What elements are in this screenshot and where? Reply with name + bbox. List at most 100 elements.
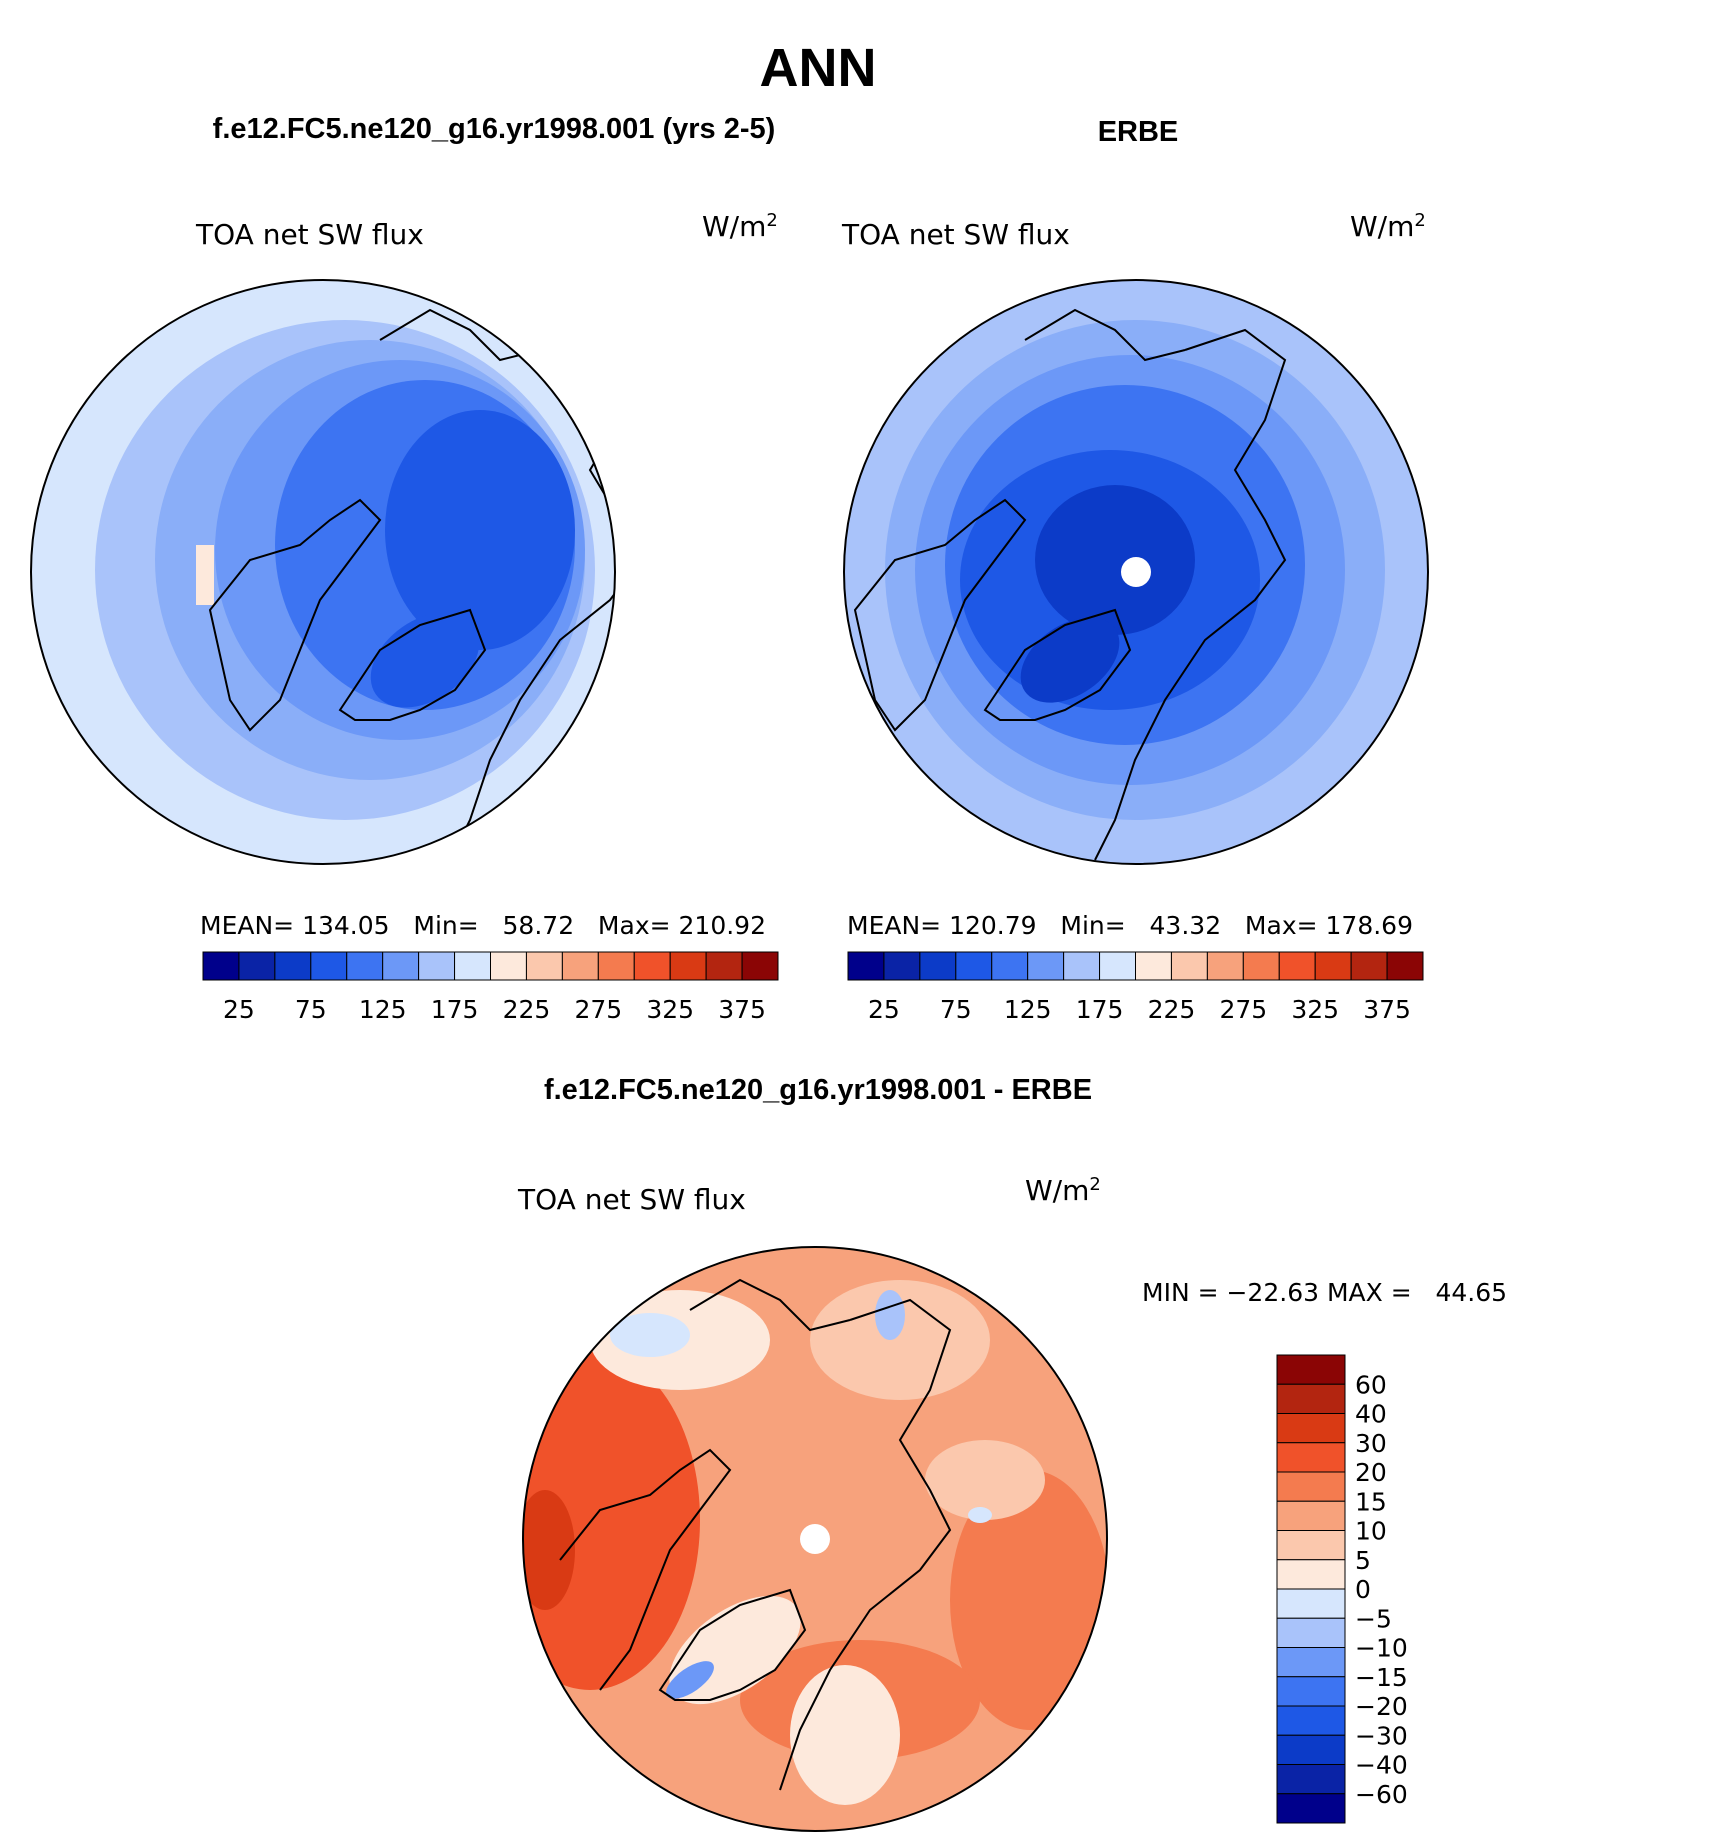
panel-2-colorbar-swatch bbox=[1386, 951, 1424, 981]
panel-2-north-america-outline bbox=[853, 498, 1027, 732]
diff-eurasia-outline bbox=[779, 1298, 952, 1791]
diff-west-max bbox=[523, 1490, 575, 1610]
panel-1-stats: MEAN= 134.05 Min= 58.72 Max= 210.92 bbox=[200, 911, 766, 940]
panel-2-colorbar-swatch bbox=[1350, 951, 1388, 981]
diff-west-warm bbox=[523, 1350, 700, 1690]
panel-1-greenland-field bbox=[370, 612, 480, 708]
diff-variable-label: TOA net SW flux bbox=[517, 1183, 746, 1216]
panel-1-colorbar-swatch bbox=[310, 951, 348, 981]
panel-2-colorbar-tick-label: 125 bbox=[1004, 995, 1052, 1024]
panel-1-colorbar-tick-label: 25 bbox=[223, 995, 255, 1024]
diff-colorbar-tick-label: −5 bbox=[1355, 1604, 1392, 1633]
panel-2-siberia-outline bbox=[1024, 308, 1186, 362]
diff-colorbar-tick-label: −15 bbox=[1355, 1663, 1408, 1692]
panel-1-edge-warm bbox=[196, 545, 214, 605]
panel-1-greenland-outline bbox=[338, 608, 487, 721]
panel-2-eurasia-outline bbox=[1094, 328, 1287, 861]
panel-2-greenland-field bbox=[1020, 617, 1120, 703]
diff-colorbar-tick-label: −40 bbox=[1355, 1751, 1408, 1780]
diff-colorbar-tick-label: 40 bbox=[1355, 1400, 1387, 1429]
diff-canada-cool bbox=[610, 1313, 690, 1357]
panel-2-colorbar-tick-label: 25 bbox=[868, 995, 900, 1024]
diff-north-america-outline bbox=[559, 1448, 732, 1691]
panel-1-eurasia-outline bbox=[449, 328, 615, 861]
panel-2-colorbar-tick-label: 175 bbox=[1076, 995, 1124, 1024]
diff-minmax: MIN = −22.63 MAX = 44.65 bbox=[1142, 1278, 1507, 1307]
diff-colorbar-tick-label: 30 bbox=[1355, 1429, 1387, 1458]
diff-panel-title: f.e12.FC5.ne120_g16.yr1998.001 - ERBE bbox=[544, 1074, 1092, 1106]
panel-1-units: W/m2 bbox=[702, 210, 778, 243]
panel-1-colorbar-swatch bbox=[238, 951, 276, 981]
panel-1-colorbar-tick-label: 175 bbox=[431, 995, 479, 1024]
panel-1-colorbar-tick-label: 375 bbox=[718, 995, 766, 1024]
diff-units: W/m2 bbox=[1025, 1174, 1101, 1207]
panel-2-greenland-outline bbox=[983, 608, 1132, 721]
diff-colorbar-tick-label: 20 bbox=[1355, 1458, 1387, 1487]
panel-1-field-75 bbox=[385, 410, 575, 650]
diff-scandinavia-light bbox=[790, 1665, 900, 1805]
diff-colorbar-tick-label: 10 bbox=[1355, 1517, 1387, 1546]
panel-2-colorbar: 25 75 125 175 225 275 325 375 bbox=[847, 951, 1424, 1024]
diff-pole-hole bbox=[800, 1524, 830, 1554]
panel-2-map bbox=[844, 280, 1428, 864]
panel-1-colorbar-swatch bbox=[346, 951, 384, 981]
diff-colorbar-tick-label: 5 bbox=[1355, 1546, 1371, 1575]
diff-colorbar-swatch bbox=[1276, 1442, 1346, 1473]
diff-colorbar-tick-label: 0 bbox=[1355, 1575, 1371, 1604]
panel-2-stats: MEAN= 120.79 Min= 43.32 Max= 178.69 bbox=[847, 911, 1413, 940]
figure-title: ANN bbox=[760, 38, 877, 98]
diff-colorbar-swatch bbox=[1276, 1647, 1346, 1678]
panel-1-colorbar-swatch bbox=[741, 951, 779, 981]
panel-2-colorbar-tick-label: 325 bbox=[1291, 995, 1339, 1024]
diff-north-light bbox=[810, 1280, 990, 1400]
diff-colorbar-swatch bbox=[1276, 1383, 1346, 1414]
panel-2-colorbar-swatch bbox=[1206, 951, 1244, 981]
panel-2-colorbar-tick-label: 275 bbox=[1219, 995, 1267, 1024]
diff-colorbar-swatch bbox=[1276, 1471, 1346, 1502]
diff-map-border bbox=[522, 1246, 1108, 1832]
panel-2-colorbar-swatch bbox=[1314, 951, 1352, 981]
diff-east-cool bbox=[968, 1507, 992, 1523]
panel-1-map-border bbox=[30, 279, 616, 865]
panel-1-colorbar-tick-label: 125 bbox=[359, 995, 407, 1024]
panel-2-colorbar-swatch bbox=[847, 951, 885, 981]
panel-1-colorbar-swatch bbox=[597, 951, 635, 981]
diff-colorbar-tick-label: 60 bbox=[1355, 1370, 1387, 1399]
diff-colorbar-swatch bbox=[1276, 1588, 1346, 1619]
panel-1-colorbar-swatch bbox=[669, 951, 707, 981]
diff-greenland-cool bbox=[666, 1661, 714, 1699]
panel-2-colorbar-swatch bbox=[1278, 951, 1316, 981]
panel-2-colorbar-tick-label: 375 bbox=[1363, 995, 1411, 1024]
panel-1-colorbar-swatch bbox=[633, 951, 671, 981]
panel-1-colorbar-tick-label: 75 bbox=[295, 995, 327, 1024]
diff-colorbar-swatch bbox=[1276, 1734, 1346, 1765]
diff-colorbar-tick-label: −20 bbox=[1355, 1692, 1408, 1721]
panel-2-colorbar-tick-label: 75 bbox=[940, 995, 972, 1024]
diff-colorbar-swatch bbox=[1276, 1793, 1346, 1824]
panel-1-colorbar-swatch bbox=[202, 951, 240, 981]
panel-2-colorbar-swatch bbox=[1242, 951, 1280, 981]
diff-colorbar-swatch bbox=[1276, 1500, 1346, 1531]
panel-1-colorbar-tick-label: 325 bbox=[646, 995, 694, 1024]
panel-2-colorbar-swatch bbox=[1099, 951, 1136, 981]
panel-2-case-title: ERBE bbox=[1098, 116, 1179, 148]
panel-1-colorbar-swatch bbox=[274, 951, 312, 981]
diff-colorbar-swatch bbox=[1276, 1413, 1346, 1444]
panel-1-colorbar-swatch bbox=[561, 951, 599, 981]
panel-1-case-title: f.e12.FC5.ne120_g16.yr1998.001 (yrs 2-5) bbox=[213, 113, 776, 145]
panel-1-colorbar: 25 75 125 175 225 275 325 375 bbox=[202, 951, 779, 1024]
panel-2-colorbar-swatch bbox=[991, 951, 1029, 981]
diff-east-warm bbox=[950, 1470, 1107, 1730]
diff-colorbar-tick-label: −10 bbox=[1355, 1634, 1408, 1663]
panel-2-colorbar-swatch bbox=[955, 951, 993, 981]
panel-2-map-border bbox=[843, 279, 1429, 865]
diff-colorbar-tick-label: 15 bbox=[1355, 1487, 1387, 1516]
panel-1-colorbar-tick-label: 225 bbox=[503, 995, 551, 1024]
diff-colorbar-swatch bbox=[1276, 1676, 1346, 1707]
panel-1-siberia-outline bbox=[379, 308, 541, 362]
panel-2-colorbar-swatch bbox=[1063, 951, 1101, 981]
diff-colorbar-tick-label: −30 bbox=[1355, 1721, 1408, 1750]
panel-1-colorbar-swatch bbox=[490, 951, 527, 981]
panel-1-colorbar-swatch bbox=[454, 951, 491, 981]
